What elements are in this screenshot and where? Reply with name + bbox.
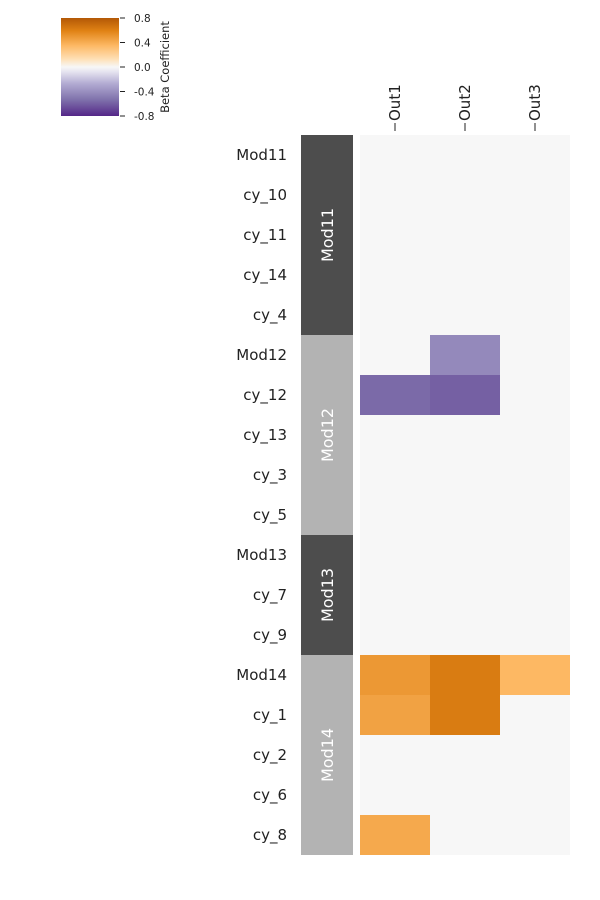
heatmap-cell <box>430 655 500 695</box>
heatmap-cell <box>430 375 500 415</box>
heatmap-cell <box>500 655 570 695</box>
column-label: Out3 <box>526 84 544 121</box>
module-label: Mod12 <box>318 408 337 462</box>
row-label: cy_7 <box>253 586 287 605</box>
heatmap-cell <box>360 815 430 855</box>
row-label: cy_10 <box>243 186 287 205</box>
row-label: cy_9 <box>253 626 287 645</box>
row-label: cy_6 <box>253 786 287 805</box>
row-label: Mod11 <box>236 146 287 164</box>
colorbar-tick-label: -0.4 <box>134 87 155 99</box>
row-label: cy_14 <box>243 266 287 285</box>
colorbar: 0.8 0.4 0.0 -0.4 -0.8 Beta Coefficient <box>61 13 172 123</box>
module-block <box>301 535 353 655</box>
row-labels: Mod11 cy_10 cy_11 cy_14 cy_4 Mod12 cy_12 cy_13c… <box>236 146 287 845</box>
colorbar-ticks: 0.8 0.4 0.0 -0.4 -0.8 <box>120 13 155 123</box>
column-label: Out2 <box>456 84 474 121</box>
heatmap-cell <box>360 375 430 415</box>
heatmap-cell <box>430 695 500 735</box>
row-label: cy_8 <box>253 826 287 845</box>
row-label: cy_2 <box>253 746 287 765</box>
colorbar-title: Beta Coefficient <box>158 21 172 113</box>
row-label: Mod13 <box>236 546 287 564</box>
module-block <box>301 135 353 335</box>
module-annotation-bar: Mod11 Mod12 Mod13 Mod14 <box>301 135 353 855</box>
heatmap-background <box>360 135 570 855</box>
module-label: Mod11 <box>318 208 337 262</box>
row-label: cy_11 <box>243 226 287 245</box>
heatmap-cell <box>430 335 500 375</box>
colorbar-tick-label: 0.0 <box>134 62 151 74</box>
module-label: Mod14 <box>318 728 337 782</box>
row-label: cy_5 <box>253 506 287 525</box>
row-label: Mod12 <box>236 346 287 364</box>
column-label: Out1 <box>386 84 404 121</box>
row-label: Mod14 <box>236 666 287 684</box>
heatmap-cells <box>360 135 570 855</box>
module-label: Mod13 <box>318 568 337 622</box>
colorbar-tick-label: 0.8 <box>134 13 151 25</box>
heatmap-cell <box>360 695 430 735</box>
row-label: cy_4 <box>253 306 287 325</box>
module-block <box>301 655 353 855</box>
heatmap-cell <box>360 655 430 695</box>
row-label: cy_13 <box>243 426 287 445</box>
colorbar-tick-label: 0.4 <box>134 38 151 50</box>
colorbar-tick-label: -0.8 <box>134 111 155 123</box>
row-label: cy_1 <box>253 706 287 725</box>
module-block <box>301 335 353 535</box>
column-labels: Out1 Out2 Out3 <box>386 84 544 131</box>
row-label: cy_12 <box>243 386 287 405</box>
row-label: cy_3 <box>253 466 287 485</box>
colorbar-gradient <box>61 18 119 116</box>
